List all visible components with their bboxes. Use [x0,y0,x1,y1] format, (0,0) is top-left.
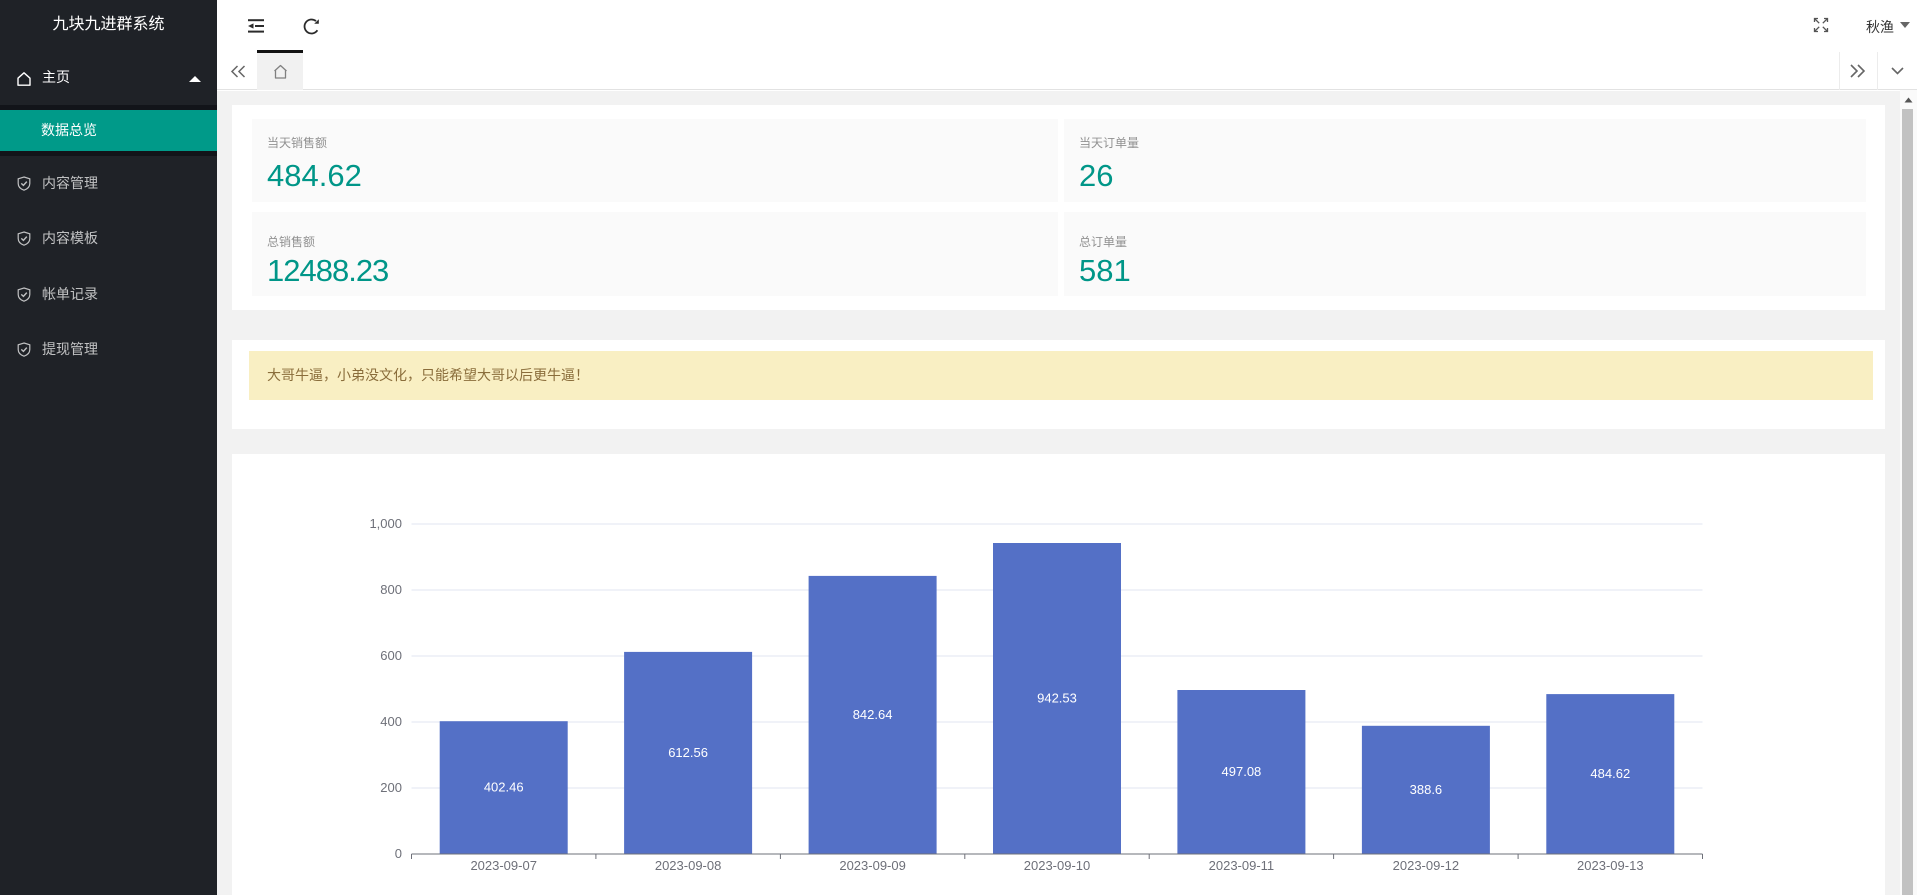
svg-text:2023-09-12: 2023-09-12 [1393,858,1460,873]
svg-text:484.62: 484.62 [1590,766,1630,781]
svg-text:0: 0 [395,846,402,861]
svg-text:2023-09-09: 2023-09-09 [839,858,906,873]
svg-text:400: 400 [380,714,402,729]
svg-text:2023-09-13: 2023-09-13 [1577,858,1644,873]
svg-text:402.46: 402.46 [484,780,524,795]
svg-text:800: 800 [380,582,402,597]
svg-text:612.56: 612.56 [668,745,708,760]
svg-text:200: 200 [380,780,402,795]
svg-text:942.53: 942.53 [1037,691,1077,706]
svg-text:2023-09-11: 2023-09-11 [1209,858,1275,873]
svg-text:1,000: 1,000 [369,516,402,531]
svg-text:600: 600 [380,648,402,663]
svg-text:497.08: 497.08 [1222,764,1262,779]
svg-text:388.6: 388.6 [1410,782,1443,797]
svg-text:842.64: 842.64 [853,707,893,722]
svg-text:2023-09-07: 2023-09-07 [470,858,537,873]
svg-text:2023-09-10: 2023-09-10 [1024,858,1091,873]
svg-text:2023-09-08: 2023-09-08 [655,858,722,873]
